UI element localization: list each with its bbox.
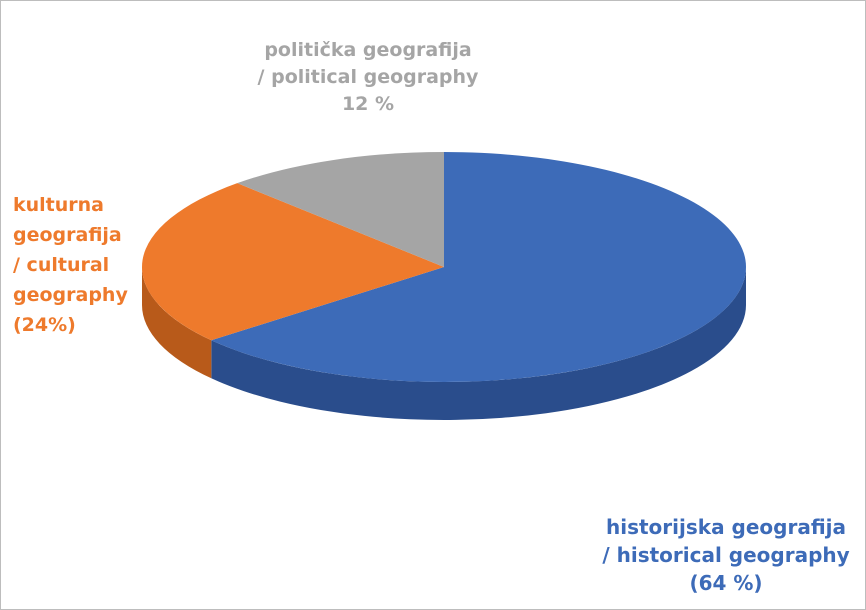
slice-label-value: 12 %	[341, 93, 395, 115]
slice-label-line: kulturna	[13, 194, 105, 216]
pie-sides	[142, 267, 747, 420]
slice-label-historical-geography: historijska geografija / historical geog…	[591, 513, 861, 597]
pie-slice-historical-geography	[211, 152, 747, 383]
pie-side-historical-geography	[211, 267, 747, 420]
slice-label-line: geography	[13, 284, 128, 306]
slice-label-line: / cultural	[13, 254, 110, 276]
slice-label-line: politička geografija	[264, 39, 472, 61]
pie-slice-cultural-geography	[142, 183, 445, 341]
pie-side-cultural-geography	[142, 267, 212, 379]
slice-label-line: historijska geografija	[605, 515, 846, 539]
slice-label-line: / historical geography	[602, 543, 850, 567]
slice-label-cultural-geography: kulturna geografija / cultural geography…	[13, 190, 128, 340]
slice-label-value: (64 %)	[689, 571, 763, 595]
pie-slice-political-geography	[237, 152, 444, 267]
slice-label-line: geografija	[13, 224, 122, 246]
slice-label-value: (24%)	[13, 314, 76, 336]
slice-label-political-geography: politička geografija / political geograp…	[233, 37, 503, 118]
pie-tops	[142, 152, 747, 383]
slice-label-line: / political geography	[257, 66, 479, 88]
